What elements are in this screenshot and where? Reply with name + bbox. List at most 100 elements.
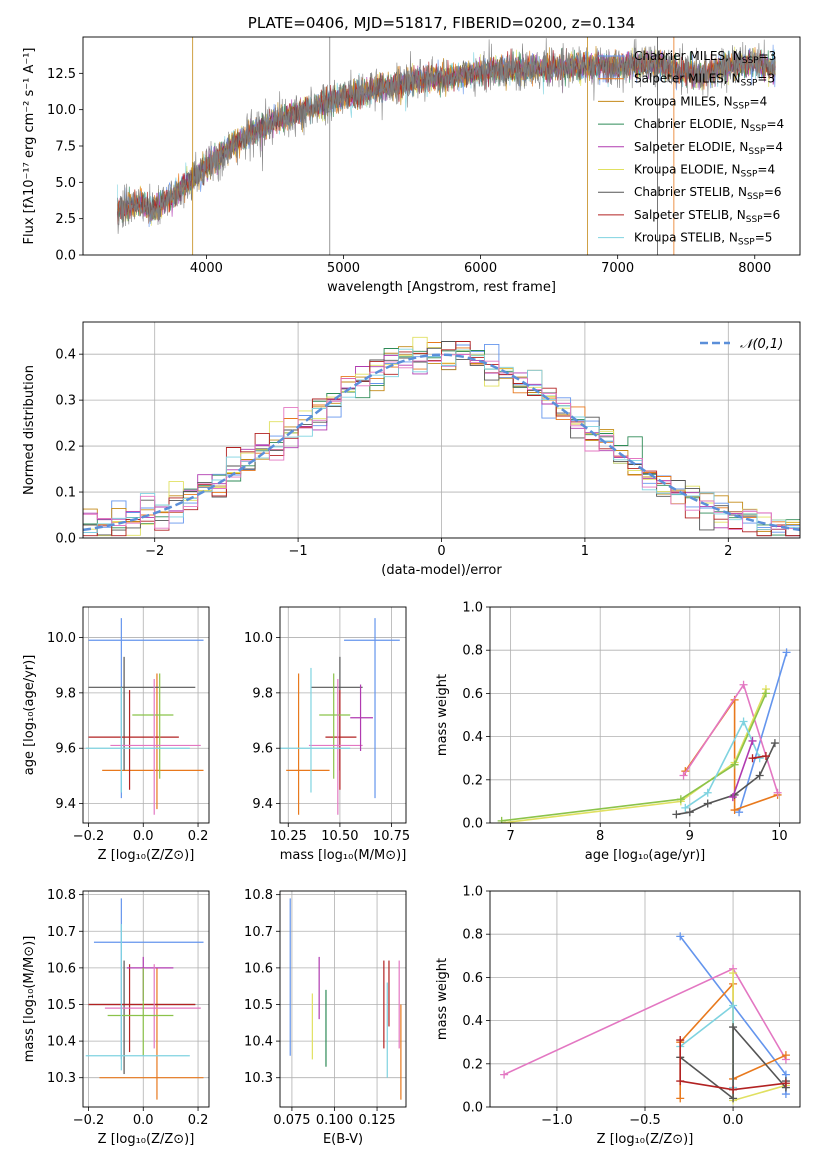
x-tick-label: 9 xyxy=(686,829,694,844)
weight-marker xyxy=(773,788,782,797)
y-tick-label: 10.3 xyxy=(47,1071,76,1086)
legend-label: Salpeter MILES, NSSP=3 xyxy=(634,72,775,89)
axes-frame xyxy=(279,606,407,824)
x-axis-label: E(B-V) xyxy=(323,1132,363,1147)
legend-label: Salpeter ELODIE, NSSP=4 xyxy=(634,140,783,157)
y-tick-label: 0.0 xyxy=(55,249,76,264)
legend-label: Kroupa ELODIE, NSSP=4 xyxy=(634,163,775,180)
x-tick-label: 6000 xyxy=(464,261,497,276)
x-tick-label: 0 xyxy=(437,544,445,559)
axes-weight_vs_Z: −1.0 −0.5 0.0 0.0 0.2 0.4 0.6 0.8 1.0 Z [log₁₀(Z/… xyxy=(435,885,801,1147)
legend-label: Kroupa STELIB, NSSP=5 xyxy=(634,231,772,248)
x-tick-label: 0.2 xyxy=(188,829,209,844)
x-axis-label: age [log₁₀(age/yr)] xyxy=(585,848,706,863)
plot-area-mass_vs_ebv xyxy=(280,891,406,1107)
x-axis-label: Z [log₁₀(Z/Z⊙)] xyxy=(597,1132,694,1147)
legend-subscript: SSP xyxy=(741,170,758,180)
weight-marker xyxy=(703,799,712,808)
x-tick-label: 10.75 xyxy=(373,829,410,844)
weight-marker xyxy=(703,788,712,797)
weight-marker xyxy=(729,1085,738,1094)
axes-frame xyxy=(82,606,210,824)
axes-frame xyxy=(489,606,801,824)
y-tick-label: 0.8 xyxy=(462,644,483,659)
weight-marker xyxy=(500,1070,509,1079)
legend-value: =4 xyxy=(766,117,784,131)
y-tick-label: 0.3 xyxy=(55,394,76,409)
x-tick-label: 10.50 xyxy=(321,829,358,844)
y-tick-label: 10.8 xyxy=(244,888,273,903)
y-tick-label: 10.3 xyxy=(244,1071,273,1086)
x-tick-label: −2 xyxy=(145,544,164,559)
weight-marker xyxy=(739,717,748,726)
x-tick-label: 7000 xyxy=(601,261,634,276)
observed-spectrum-line xyxy=(117,38,776,234)
weight-marker xyxy=(676,1094,685,1103)
x-tick-label: 0.0 xyxy=(133,1113,154,1128)
legend-value: =5 xyxy=(755,231,773,245)
axes-frame xyxy=(82,36,801,256)
legend-subscript: SSP xyxy=(738,238,755,248)
y-tick-label: 1.0 xyxy=(462,601,483,616)
y-axis-label: mass [log₁₀(M/M⊙)] xyxy=(22,936,37,1063)
y-tick-label: 9.6 xyxy=(252,742,273,757)
weight-marker xyxy=(730,806,739,815)
legend-value: =4 xyxy=(750,94,768,108)
y-tick-label: 1.0 xyxy=(462,885,483,900)
legend-label: Kroupa MILES, NSSP=4 xyxy=(634,94,767,111)
legend-value: =4 xyxy=(765,140,783,154)
y-tick-label: 0.4 xyxy=(462,730,483,745)
y-tick-label: 2.5 xyxy=(55,212,76,227)
x-axis-label: Z [log₁₀(Z/Z⊙)] xyxy=(98,848,195,863)
weight-marker xyxy=(729,969,738,978)
weight-marker xyxy=(729,1001,738,1010)
x-tick-label: 0.100 xyxy=(316,1113,353,1128)
weight-marker xyxy=(730,760,739,769)
plot-area-weight_vs_age xyxy=(490,607,800,823)
weight-marker xyxy=(735,808,744,817)
y-tick-label: 0.6 xyxy=(462,971,483,986)
weight-marker xyxy=(672,810,681,819)
y-tick-label: 10.4 xyxy=(244,1035,273,1050)
legend-subscript: SSP xyxy=(750,124,767,134)
legend-subscript: SSP xyxy=(748,147,765,157)
y-tick-label: 0.4 xyxy=(462,1014,483,1029)
x-tick-label: 8 xyxy=(596,829,604,844)
y-axis-label: age [log₁₀(age/yr)] xyxy=(22,655,37,776)
y-tick-label: 0.1 xyxy=(55,486,76,501)
legend-label: Chabrier ELODIE, NSSP=4 xyxy=(634,117,784,134)
x-tick-label: 10 xyxy=(771,829,788,844)
axes-age_vs_Z: −0.2 0.0 0.2 9.4 9.6 9.8 10.0 Z [log₁₀(Z/Z⊙)] ag… xyxy=(22,606,210,863)
y-tick-label: 10.0 xyxy=(244,631,273,646)
y-tick-label: 9.4 xyxy=(252,797,273,812)
y-tick-label: 0.2 xyxy=(55,440,76,455)
legend-label: Salpeter STELIB, NSSP=6 xyxy=(634,208,780,225)
legend-value: =6 xyxy=(763,208,781,222)
y-axis-label: Flux [fλ10⁻¹⁷ erg cm⁻² s⁻¹ A⁻¹] xyxy=(22,48,37,245)
legend-subscript: SSP xyxy=(747,192,764,202)
weight-marker xyxy=(761,689,770,698)
legend-subscript: SSP xyxy=(742,56,759,66)
weight-marker xyxy=(761,752,770,761)
y-tick-label: 0.0 xyxy=(462,817,483,832)
x-tick-label: 0.125 xyxy=(358,1113,395,1128)
y-tick-label: 0.6 xyxy=(462,687,483,702)
weight-marker xyxy=(739,680,748,689)
legend-value: =3 xyxy=(757,72,775,86)
x-tick-label: 4000 xyxy=(190,261,223,276)
axes-frame xyxy=(82,890,210,1108)
y-tick-label: 10.6 xyxy=(47,961,76,976)
y-tick-label: 0.8 xyxy=(462,928,483,943)
plot-area-mass_vs_Z xyxy=(83,891,209,1107)
y-tick-label: 10.0 xyxy=(47,103,76,118)
weight-line xyxy=(679,1040,786,1091)
x-tick-label: −0.2 xyxy=(73,829,105,844)
axes-mass_vs_Z: −0.2 0.0 0.2 10.3 10.4 10.5 10.6 10.7 10.8 Z [log… xyxy=(22,888,210,1147)
weight-marker xyxy=(748,736,757,745)
axes-frame xyxy=(279,890,407,1108)
weight-marker xyxy=(497,816,506,823)
weight-line xyxy=(501,693,767,822)
y-tick-label: 10.7 xyxy=(244,925,273,940)
y-tick-label: 9.4 xyxy=(55,797,76,812)
weight-marker xyxy=(781,1079,790,1088)
